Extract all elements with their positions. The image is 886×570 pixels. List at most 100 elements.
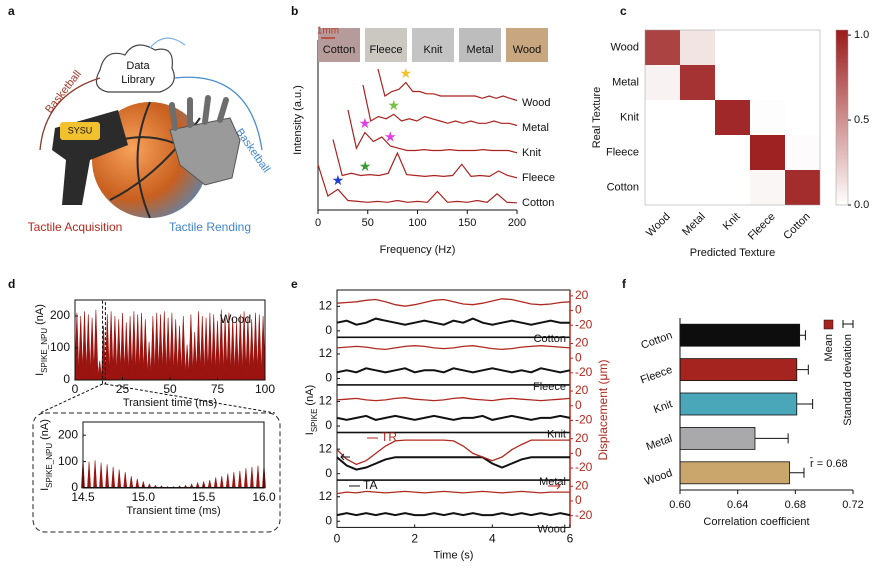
- series-label: Knit: [522, 147, 541, 159]
- y-tick-label: 12: [319, 489, 333, 503]
- heatmap-cell: [680, 170, 715, 205]
- texture-label: Fleece: [369, 44, 402, 56]
- arrow: [548, 482, 561, 490]
- panel-label: d: [8, 277, 15, 291]
- heatmap-cell: [750, 65, 785, 100]
- spike: [233, 322, 240, 381]
- y-tick-label: 12: [319, 299, 333, 313]
- axis: [317, 40, 517, 211]
- y2-tick-label: 0: [575, 350, 582, 364]
- spike: [211, 314, 217, 381]
- y-axis-label: Intensity (a.u.): [292, 85, 304, 155]
- cloud-label: Data: [126, 60, 150, 72]
- x-tick-label: 0: [315, 217, 321, 229]
- spike: [219, 476, 224, 489]
- y-tick-label: 0: [325, 418, 332, 432]
- current-line: [336, 367, 571, 374]
- heatmap-cell: [645, 65, 680, 100]
- series-label: Metal: [522, 122, 549, 134]
- bar: [679, 358, 798, 382]
- displacement-line: [336, 397, 571, 402]
- heatmap-cell: [680, 100, 715, 135]
- star: ★: [384, 129, 397, 145]
- spike: [214, 320, 221, 381]
- heatmap-cell: [785, 135, 820, 170]
- x-tick-label: 2: [411, 532, 418, 546]
- spike: [108, 311, 114, 381]
- spike: [105, 464, 110, 489]
- spike: [256, 465, 260, 489]
- y-tick-label: Fleece: [639, 364, 674, 387]
- displacement-line: [336, 439, 570, 466]
- spike: [180, 315, 186, 381]
- heatmap-cell: [785, 65, 820, 100]
- x-axis-label: Predicted Texture: [690, 247, 775, 259]
- spike: [119, 312, 126, 381]
- y-tick-label: Cotton: [639, 329, 674, 351]
- spike: [207, 312, 213, 381]
- y2-tick-label: 20: [575, 383, 589, 397]
- x-tick-label: 50: [163, 382, 177, 396]
- x-tick-label: 100: [255, 382, 275, 396]
- scale-bar-label: 1mm: [317, 26, 339, 37]
- spike: [195, 311, 202, 381]
- panel-label: c: [620, 4, 627, 18]
- robot-hand: [169, 117, 241, 186]
- x-tick-label: 15.5: [192, 490, 216, 504]
- y-axis-label: ISPIKE_NPU (nA): [39, 419, 54, 491]
- spike: [256, 314, 262, 381]
- caption-right: Tactile Rending: [169, 220, 251, 234]
- device-screen: [60, 122, 100, 140]
- y-tick-label: Fleece: [606, 146, 639, 158]
- spike: [213, 477, 218, 489]
- colorbar: [835, 29, 849, 206]
- spike: [129, 476, 134, 489]
- colorbar-label: 0.5: [854, 114, 869, 126]
- x-tick-label: 25: [116, 382, 130, 396]
- heatmap-cell: [715, 135, 750, 170]
- y-axis-label-main: I: [304, 432, 316, 435]
- spike: [93, 460, 97, 489]
- spike: [237, 470, 242, 489]
- spike: [169, 312, 175, 381]
- bar: [679, 392, 798, 416]
- series-label: Fleece: [522, 172, 555, 184]
- spike: [243, 468, 248, 489]
- device-label: SYSU: [68, 125, 93, 135]
- x-axis-label: Time (s): [434, 549, 474, 561]
- displacement-line: [336, 345, 571, 351]
- spectrum: [377, 68, 518, 102]
- star: ★: [400, 65, 413, 81]
- heatmap-cell: [785, 30, 820, 65]
- spike: [199, 315, 205, 381]
- heatmap-cell: [785, 100, 820, 135]
- x-tick-label: 0.64: [727, 499, 748, 511]
- annotation: TR: [381, 430, 397, 444]
- colorbar-label: 1.0: [854, 29, 869, 41]
- y2-tick-label: 0: [575, 493, 582, 507]
- y-tick-label: 12: [319, 394, 333, 408]
- y-tick-label: 0: [325, 513, 332, 527]
- spike: [123, 322, 129, 381]
- x-tick-label: Cotton: [781, 211, 812, 242]
- error-bar: [754, 433, 789, 444]
- texture-swatch: [318, 28, 360, 62]
- spike: [135, 314, 141, 381]
- spike: [176, 325, 183, 381]
- bar: [679, 461, 790, 485]
- current-line: [336, 317, 570, 326]
- spike: [123, 472, 128, 489]
- x-tick-label: Metal: [680, 211, 708, 239]
- spike: [131, 311, 137, 381]
- texture-label: Metal: [467, 44, 494, 56]
- x-tick-label: 15.0: [132, 490, 156, 504]
- y-tick-label: 100: [50, 340, 70, 354]
- spike: [250, 466, 254, 489]
- y2-tick-label: -20: [575, 460, 593, 474]
- bar: [679, 426, 756, 450]
- y-axis-label: Real Texture: [591, 87, 603, 149]
- spike: [116, 319, 122, 381]
- error-bar: [799, 330, 806, 341]
- heatmap-cell: [680, 135, 715, 170]
